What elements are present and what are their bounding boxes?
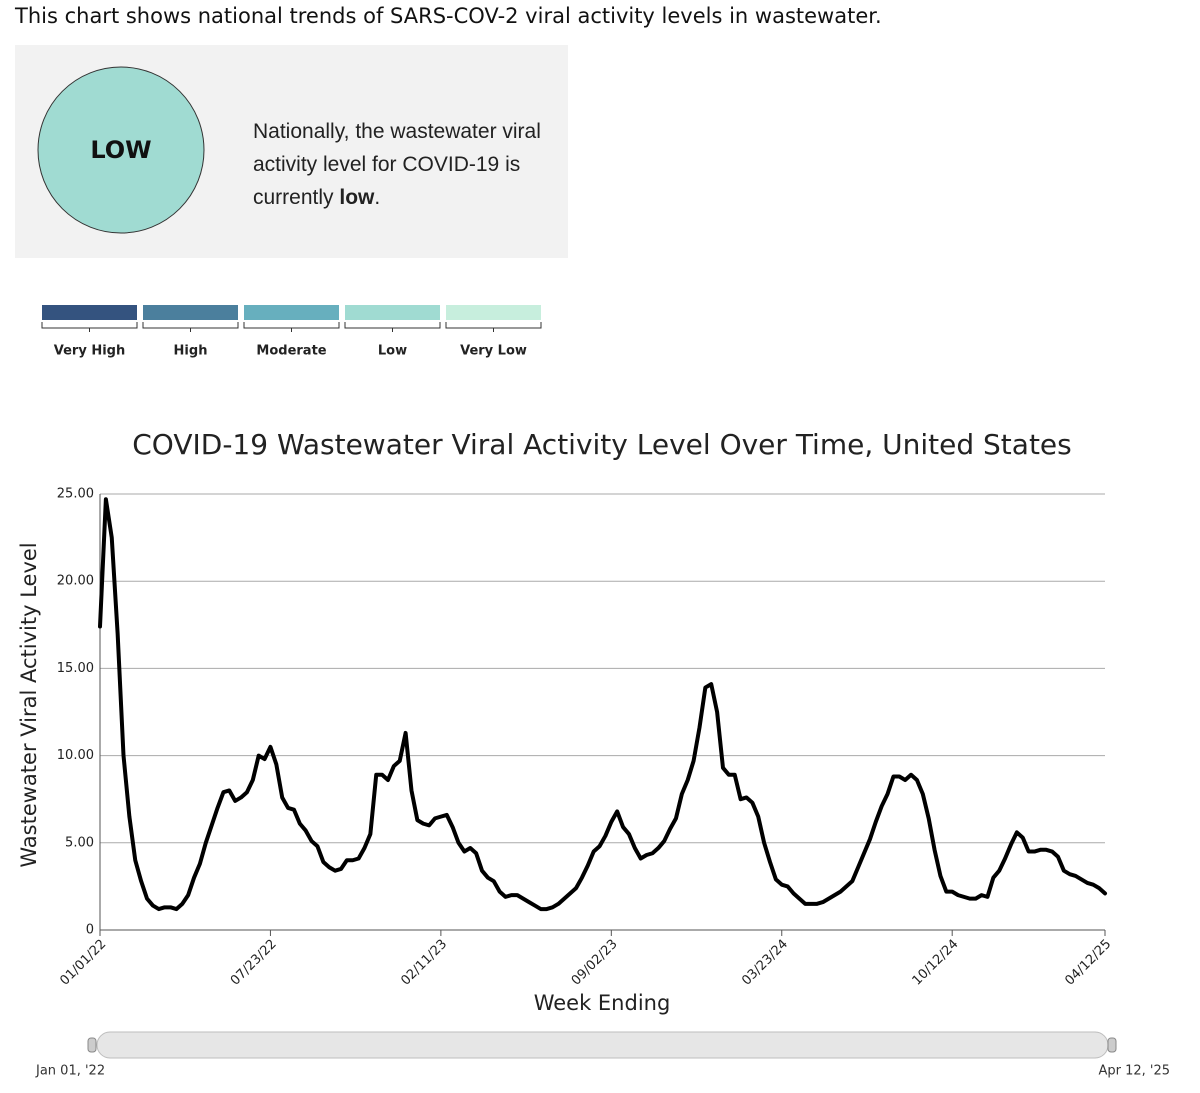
level-label: Very High	[54, 344, 125, 359]
y-tick-label: 0	[86, 923, 94, 938]
y-tick-label: 15.00	[57, 661, 94, 676]
x-tick-label: 07/23/22	[228, 937, 280, 989]
status-message-text: .	[374, 186, 381, 209]
data-line	[98, 497, 1107, 912]
x-axis-label: Week Ending	[534, 991, 671, 1015]
level-bracket	[142, 322, 239, 332]
x-tick-label: 10/12/24	[910, 937, 962, 989]
level-swatch	[143, 305, 238, 320]
level-bracket	[344, 322, 441, 332]
level-bracket	[445, 322, 542, 332]
chart-title: COVID-19 Wastewater Viral Activity Level…	[132, 428, 1072, 461]
y-tick-label: 20.00	[57, 574, 94, 589]
status-message: Nationally, the wastewater viral activit…	[253, 115, 573, 214]
range-start-label: Jan 01, '22	[35, 1064, 105, 1079]
x-tick-label: 02/11/23	[398, 937, 450, 989]
x-tick-label: 01/01/22	[57, 937, 109, 989]
status-message-text: Nationally, the wastewater viral activit…	[253, 120, 541, 209]
range-handle-start[interactable]	[87, 1037, 97, 1053]
y-tick-label: 5.00	[65, 835, 94, 850]
level-label: Moderate	[256, 344, 326, 359]
status-badge	[37, 66, 205, 234]
intro-text: This chart shows national trends of SARS…	[15, 4, 882, 28]
range-end-label: Apr 12, '25	[1098, 1064, 1170, 1079]
level-bracket	[243, 322, 340, 332]
level-label: Very Low	[460, 344, 527, 359]
status-badge-label: LOW	[90, 136, 151, 164]
level-bracket	[41, 322, 138, 332]
x-tick-label: 03/23/24	[739, 937, 791, 989]
level-swatch	[345, 305, 440, 320]
x-tick-label: 04/12/25	[1062, 937, 1114, 989]
status-message-bold: low	[339, 186, 375, 209]
level-swatch	[446, 305, 541, 320]
level-label: Low	[378, 344, 407, 359]
y-tick-label: 25.00	[57, 487, 94, 502]
level-swatch	[244, 305, 339, 320]
x-tick-label: 09/02/23	[569, 937, 621, 989]
range-slider[interactable]	[96, 1031, 1109, 1059]
range-handle-end[interactable]	[1107, 1037, 1117, 1053]
y-tick-label: 10.00	[57, 748, 94, 763]
level-swatch	[42, 305, 137, 320]
y-axis-label: Wastewater Viral Activity Level	[17, 542, 41, 867]
level-label: High	[174, 344, 208, 359]
